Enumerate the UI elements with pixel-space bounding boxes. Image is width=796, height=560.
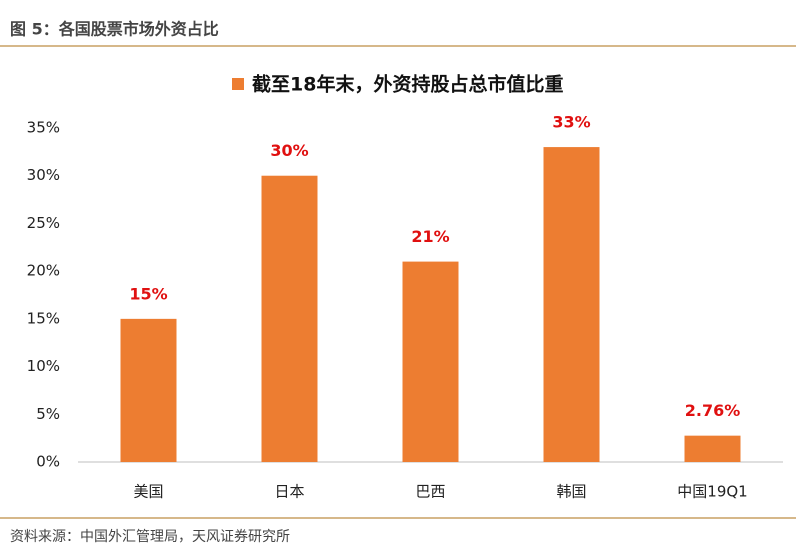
x-tick-label: 中国19Q1 — [677, 483, 747, 501]
bar — [543, 147, 600, 463]
bar — [684, 435, 741, 462]
bar — [402, 261, 459, 462]
x-tick-label: 巴西 — [415, 483, 445, 501]
x-tick-label: 日本 — [274, 483, 304, 501]
x-tick-label: 美国 — [133, 483, 163, 501]
y-tick-label: 35% — [27, 119, 60, 137]
y-tick-label: 0% — [36, 453, 60, 471]
bar — [261, 175, 318, 462]
bar — [120, 318, 177, 462]
y-tick-label: 25% — [27, 214, 60, 232]
y-tick-label: 20% — [27, 262, 60, 280]
value-label: 21% — [411, 227, 449, 246]
legend-swatch — [232, 78, 244, 90]
y-tick-label: 10% — [27, 357, 60, 375]
y-tick-label: 30% — [27, 166, 60, 184]
legend-label: 截至18年末，外资持股占总市值比重 — [252, 73, 563, 96]
figure-title: 图 5：各国股票市场外资占比 — [10, 20, 219, 39]
value-label: 33% — [552, 113, 590, 132]
value-label: 2.76% — [685, 401, 741, 420]
source-note: 资料来源：中国外汇管理局，天风证券研究所 — [10, 529, 290, 545]
value-label: 15% — [129, 284, 167, 303]
y-tick-label: 5% — [36, 405, 60, 423]
y-tick-label: 15% — [27, 309, 60, 327]
x-tick-label: 韩国 — [556, 483, 586, 501]
value-label: 30% — [270, 141, 308, 160]
